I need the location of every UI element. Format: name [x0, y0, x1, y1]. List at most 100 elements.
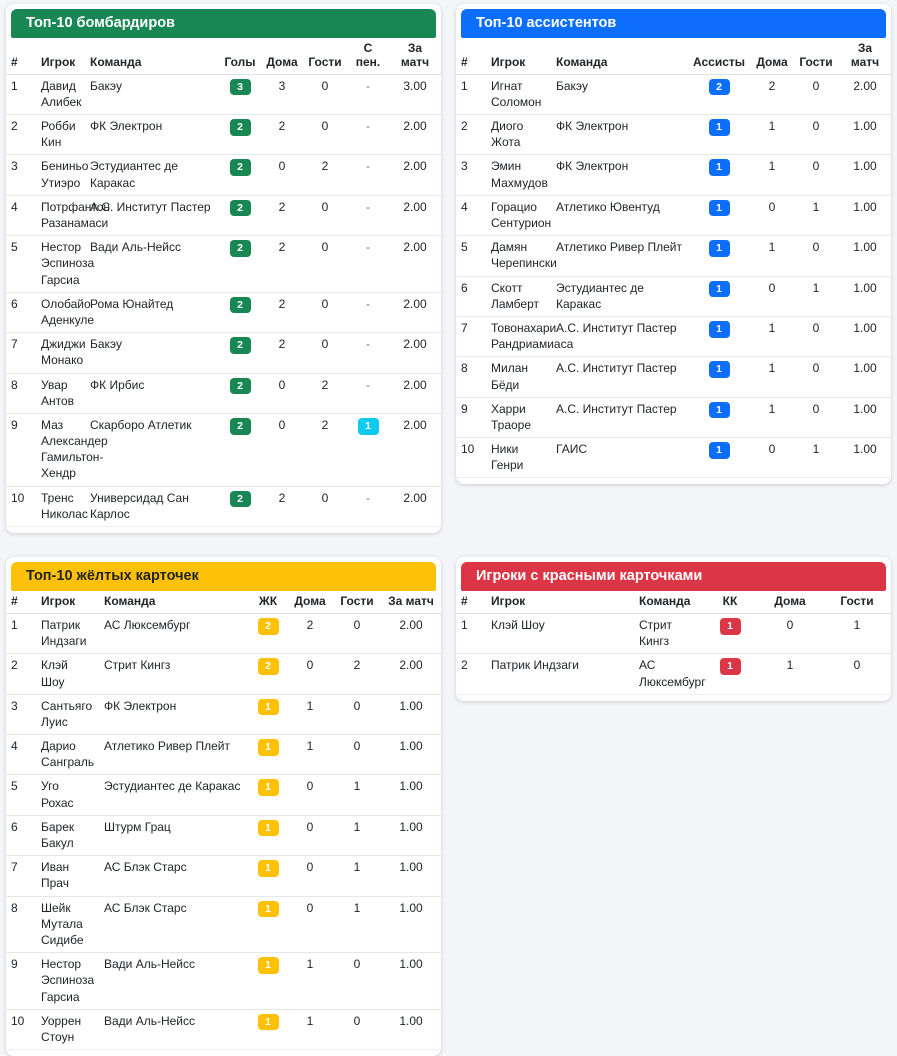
goals-cell: 2	[219, 235, 261, 293]
column-header-player: Игрок	[36, 38, 85, 75]
column-header-assists: Ассисты	[687, 38, 751, 75]
column-header-away: Гости	[303, 38, 347, 75]
table-row: 4 Дарио Санграль Атлетико Ривер Плейт 1 1 0 1.…	[6, 734, 441, 776]
away-cell: 0	[333, 1009, 381, 1051]
rank-cell: 6	[6, 292, 36, 334]
penalty-cell: -	[347, 486, 389, 528]
goals-cell: 2	[219, 114, 261, 156]
stat-badge: 2	[229, 159, 251, 177]
table-row: 9 Харри Траоре А.С. Институт Пастер 1 1 0 1.00	[456, 397, 891, 439]
stat-badge: 2	[229, 490, 251, 508]
per-match-cell: 2.00	[389, 292, 441, 334]
per-match-cell: 2.00	[389, 195, 441, 237]
stat-badge: 2	[229, 377, 251, 395]
column-header-rank: #	[456, 38, 486, 75]
per-match-cell: 1.00	[839, 276, 891, 317]
away-cell: 0	[333, 952, 381, 1010]
player-cell: Милан Бёди	[486, 356, 551, 398]
stat-badge: 1	[708, 240, 730, 257]
away-cell: 0	[793, 154, 839, 196]
stat-badge: 3	[229, 78, 251, 96]
per-match-cell: 1.00	[839, 437, 891, 479]
home-cell: 0	[751, 195, 793, 237]
rank-cell: 6	[6, 815, 36, 857]
team-cell: АС Люксембург	[634, 653, 706, 695]
scorers-table: # Игрок Команда Голы Дома Гости С пен. За матч …	[6, 38, 441, 528]
table-row: 4 Потрфантон Разанамаси А.С. Институт Паст…	[6, 195, 441, 237]
away-cell: 0	[303, 332, 347, 374]
team-cell: Бакэу	[551, 74, 687, 116]
player-cell: Товонахари Рандриамиаса	[486, 316, 573, 358]
away-cell: 1	[333, 896, 381, 954]
assists-cell: 2	[687, 74, 751, 116]
stat-badge: 2	[229, 119, 251, 136]
team-cell: Атлетико Ювентуд	[551, 195, 687, 237]
table-body: 1 Клэй Шоу Стрит Кингз 1 0 1 2 Патрик Индзаги АС…	[456, 613, 891, 695]
assists-card: Топ-10 ассистентов # Игрок Команда Ассисты Д…	[456, 4, 891, 485]
rank-cell: 4	[6, 195, 36, 237]
rank-cell: 1	[6, 74, 36, 116]
stat-badge: 1	[708, 159, 730, 177]
column-header-team: Команда	[551, 38, 687, 75]
home-cell: 0	[287, 815, 333, 857]
table-row: 8 Шейк Мутала Сидибе АС Блэк Старс 1 0 1 1.00	[6, 896, 441, 954]
table-row: 2 Диого Жота ФК Электрон 1 1 0 1.00	[456, 114, 891, 156]
stat-badge: 1	[257, 819, 279, 837]
rank-cell: 3	[6, 154, 36, 196]
home-cell: 1	[751, 397, 793, 439]
stat-badge: 1	[257, 900, 279, 918]
column-header-rank: #	[6, 38, 36, 75]
stat-badge: 1	[719, 658, 741, 675]
stat-badge: 1	[708, 320, 730, 338]
away-cell: 1	[793, 437, 839, 479]
scorers-card: Топ-10 бомбардиров # Игрок Команда Голы Дома…	[6, 4, 441, 534]
header-row: # Игрок Команда Ассисты Дома Гости За матч	[456, 38, 891, 75]
stat-badge: 1	[257, 957, 279, 974]
rank-cell: 9	[6, 413, 36, 487]
table-row: 1 Патрик Индзаги АС Люксембург 2 2 0 2.00	[6, 613, 441, 655]
stat-badge: 2	[257, 658, 279, 675]
rank-cell: 4	[456, 195, 486, 237]
per-match-cell: 2.00	[389, 413, 441, 487]
home-cell: 1	[287, 952, 333, 1010]
per-match-cell: 3.00	[389, 74, 441, 116]
column-header-away: Гости	[793, 38, 839, 75]
stat-badge: 2	[229, 240, 251, 257]
away-cell: 2	[333, 653, 381, 695]
column-header-home: Дома	[751, 38, 793, 75]
rank-cell: 7	[456, 316, 486, 358]
home-cell: 1	[751, 235, 793, 277]
home-cell: 2	[751, 74, 793, 116]
column-header-team: Команда	[99, 591, 249, 614]
rank-cell: 6	[456, 276, 486, 317]
home-cell: 2	[261, 332, 303, 374]
table-row: 4 Горацио Сентурион Атлетико Ювентуд 1 0 1 1.0…	[456, 195, 891, 237]
rank-cell: 5	[456, 235, 486, 277]
per-match-cell: 1.00	[381, 734, 441, 776]
away-cell: 0	[333, 694, 381, 736]
team-cell: ФК Электрон	[85, 114, 219, 156]
yellow-cards-table: # Игрок Команда ЖК Дома Гости За матч 1 Патрик …	[6, 591, 441, 1051]
home-cell: 1	[757, 653, 823, 695]
team-cell: Рома Юнайтед	[85, 292, 219, 334]
player-cell: Шейк Мутала Сидибе	[36, 896, 99, 954]
rank-cell: 10	[456, 437, 486, 479]
team-cell: Бакэу	[85, 74, 219, 116]
player-cell: Диого Жота	[486, 114, 551, 156]
team-cell: Стрит Кингз	[99, 653, 249, 695]
per-match-cell: 2.00	[389, 373, 441, 414]
per-match-cell: 2.00	[381, 653, 441, 695]
player-cell: Робби Кин	[36, 114, 85, 156]
yellow-cards-cell: 1	[249, 952, 287, 1010]
rank-cell: 8	[6, 896, 36, 954]
player-cell: Уго Рохас	[36, 774, 99, 816]
away-cell: 0	[303, 292, 347, 334]
away-cell: 1	[823, 613, 891, 655]
penalty-cell: 1	[347, 413, 389, 487]
player-cell: Горацио Сентурион	[486, 195, 551, 237]
column-header-penalty: С пен.	[347, 38, 389, 75]
stat-badge: 1	[708, 361, 730, 378]
per-match-cell: 1.00	[839, 316, 891, 358]
per-match-cell: 1.00	[381, 815, 441, 857]
home-cell: 1	[751, 316, 793, 358]
